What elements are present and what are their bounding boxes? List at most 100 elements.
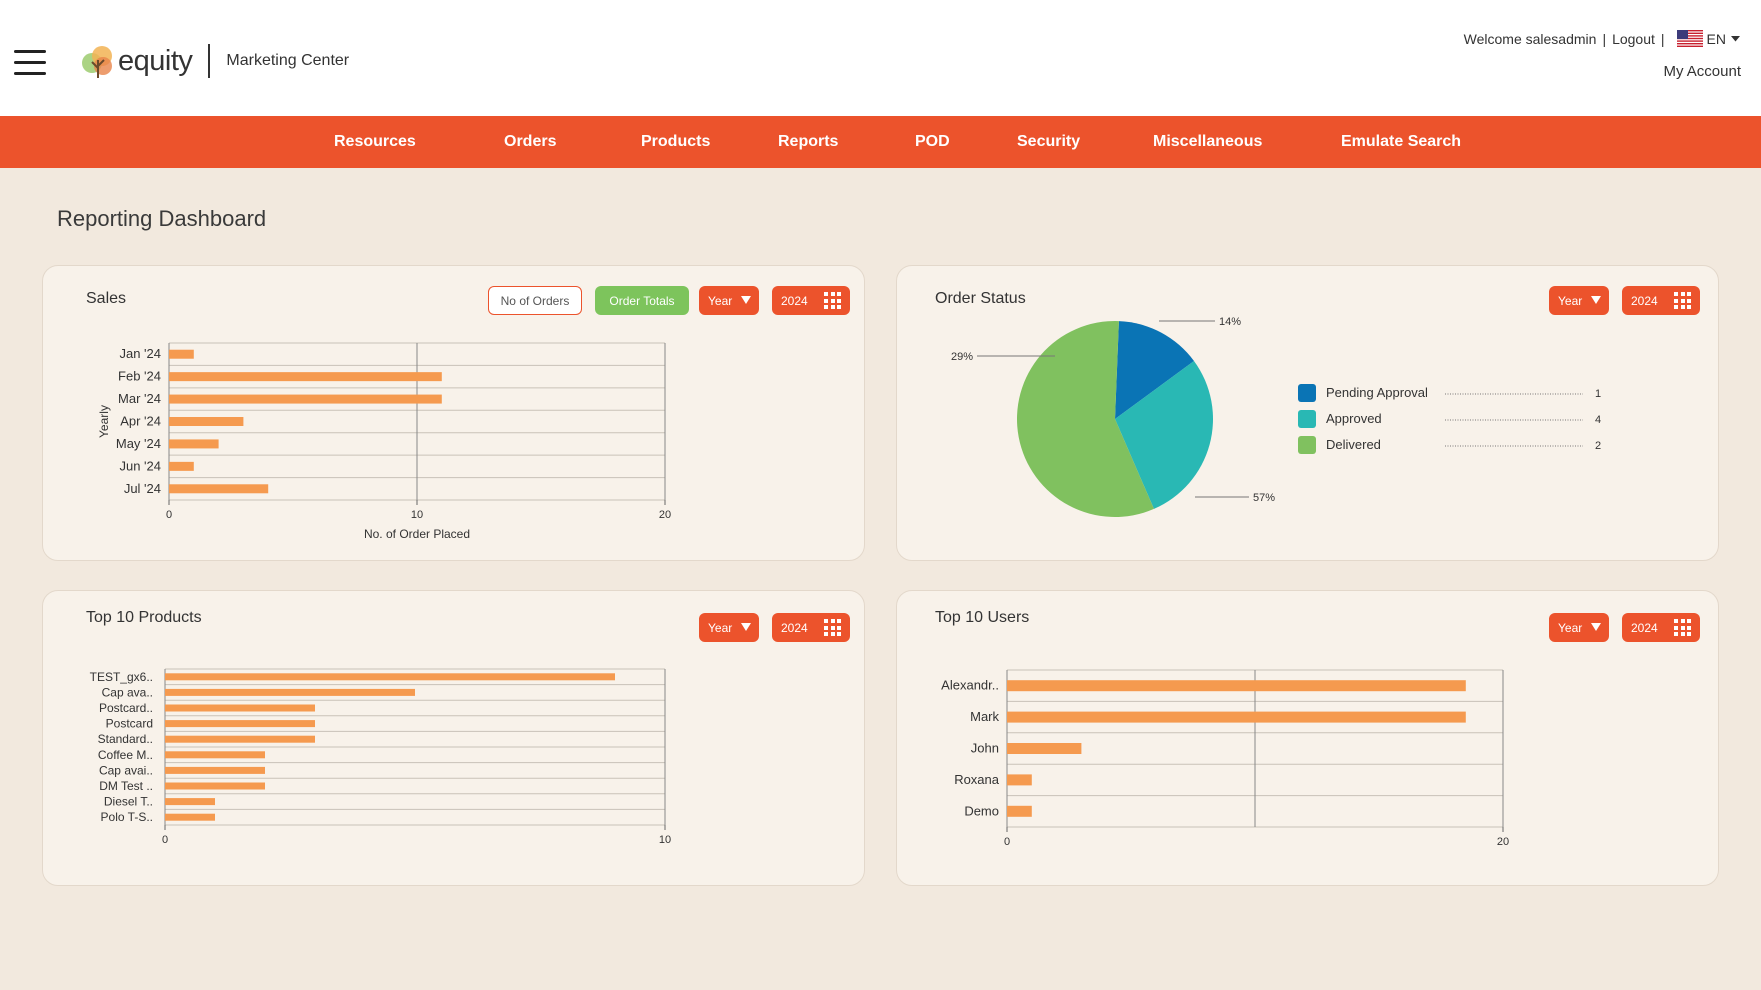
x-tick-label: 10 (411, 509, 423, 521)
x-tick-label: 0 (162, 834, 168, 846)
nav-item-reports[interactable]: Reports (778, 133, 839, 150)
caret-down-icon (1591, 296, 1601, 304)
logo[interactable]: equity Marketing Center (80, 42, 349, 80)
my-account-link[interactable]: My Account (1663, 63, 1741, 80)
bar (169, 394, 442, 404)
sales-bar-chart: 0 10 20 Jan '24 Feb '24 Mar '24 Apr '24 May '24… (97, 342, 671, 541)
bar (165, 813, 215, 821)
page-title: Reporting Dashboard (57, 206, 267, 231)
category-label: May '24 (116, 436, 161, 451)
caret-down-icon (741, 623, 751, 631)
menu-icon[interactable] (14, 50, 46, 76)
top-products-card: Top 10 Products Year 2024 0 10 TEST_gx6.. C… (42, 590, 865, 886)
chevron-down-icon (1731, 35, 1740, 41)
legend-label: Approved (1326, 411, 1382, 426)
bar (169, 439, 219, 449)
year-select[interactable]: 2024 (1622, 613, 1700, 642)
bar (169, 349, 194, 359)
year-select[interactable]: 2024 (1622, 286, 1700, 315)
category-label: Diesel T.. (104, 795, 153, 809)
category-label: Jan '24 (119, 346, 161, 361)
grid-icon (1674, 619, 1691, 636)
language-selector[interactable]: EN (1671, 30, 1741, 47)
card-title: Top 10 Users (935, 609, 1030, 626)
category-label: Postcard.. (99, 701, 153, 715)
x-tick-label: 0 (1004, 836, 1010, 848)
x-tick-label: 20 (659, 509, 671, 521)
separator: | (1660, 30, 1665, 47)
bar (165, 751, 265, 759)
bar (1007, 680, 1466, 692)
percent-label: 29% (951, 351, 973, 363)
tree-logo-icon (82, 46, 112, 78)
pie-slice (1115, 321, 1195, 419)
category-label: DM Test .. (99, 779, 153, 793)
card-title: Sales (86, 290, 127, 307)
pie-slice (1115, 361, 1213, 509)
logo-subtitle: Marketing Center (226, 52, 350, 69)
card-title: Top 10 Products (86, 609, 202, 626)
period-select[interactable]: Year (699, 613, 759, 642)
year-select[interactable]: 2024 (772, 286, 850, 315)
period-select[interactable]: Year (1549, 613, 1609, 642)
percent-label: 14% (1219, 316, 1241, 328)
bar (165, 673, 615, 681)
period-value: Year (1558, 620, 1583, 635)
category-label: Jul '24 (124, 481, 161, 496)
year-value: 2024 (781, 293, 808, 308)
logout-link[interactable]: Logout (1612, 30, 1655, 47)
nav-item-orders[interactable]: Orders (504, 133, 557, 150)
top-products-bar-chart: 0 10 TEST_gx6..Cap ava.. Postcard.. Postcard… (90, 668, 671, 846)
bar (169, 484, 269, 494)
nav-item-emulate-search[interactable]: Emulate Search (1341, 133, 1462, 150)
nav-item-products[interactable]: Products (641, 133, 711, 150)
sales-card: Sales No of Orders Order Totals Year 202… (42, 265, 865, 561)
bar (165, 704, 315, 712)
logo-divider (208, 44, 211, 78)
order-totals-button[interactable]: Order Totals (595, 286, 689, 315)
year-value: 2024 (1631, 620, 1658, 635)
legend-swatch (1298, 410, 1316, 428)
bar (1007, 711, 1466, 723)
welcome-text: Welcome salesadmin (1463, 30, 1597, 47)
user-area: Welcome salesadmin | Logout | EN (1464, 30, 1741, 80)
legend-value: 4 (1595, 414, 1601, 426)
bar (165, 720, 315, 728)
legend-swatch (1298, 436, 1316, 454)
top-users-bar-chart: 0 20 Alexandr.. Mark John Roxana Demo (941, 669, 1509, 848)
category-label: Postcard (106, 717, 153, 731)
bar (165, 735, 315, 743)
year-select[interactable]: 2024 (772, 613, 850, 642)
bar (165, 766, 265, 774)
nav-item-pod[interactable]: POD (915, 133, 950, 150)
x-tick-label: 0 (166, 509, 172, 521)
y-axis-label: Yearly (97, 405, 111, 438)
legend-label: Pending Approval (1326, 385, 1428, 400)
header: equity Marketing Center Welcome salesadm… (0, 0, 1761, 116)
grid-icon (1674, 292, 1691, 309)
period-value: Year (708, 293, 733, 308)
category-label: Feb '24 (118, 369, 161, 384)
category-label: Jun '24 (119, 458, 161, 473)
bar (165, 688, 415, 696)
separator: | (1602, 30, 1607, 47)
period-select[interactable]: Year (699, 286, 759, 315)
top-users-card: Top 10 Users Year 2024 0 20 Alexandr.. Mark… (896, 590, 1719, 886)
category-label: Mark (970, 709, 999, 724)
x-tick-label: 10 (659, 834, 671, 846)
logo-text: equity (118, 44, 193, 77)
order-status-card: Order Status Year 2024 14% 29% 57% Pending … (896, 265, 1719, 561)
no-of-orders-button[interactable]: No of Orders (488, 286, 582, 315)
category-label: Cap ava.. (102, 685, 153, 699)
category-label: Apr '24 (120, 414, 161, 429)
category-label: Mar '24 (118, 391, 161, 406)
legend-value: 2 (1595, 440, 1601, 452)
nav-item-resources[interactable]: Resources (334, 133, 416, 150)
period-select[interactable]: Year (1549, 286, 1609, 315)
category-label: TEST_gx6.. (90, 670, 153, 684)
percent-label: 57% (1253, 492, 1275, 504)
caret-down-icon (1591, 623, 1601, 631)
nav-item-miscellaneous[interactable]: Miscellaneous (1153, 133, 1263, 150)
nav-item-security[interactable]: Security (1017, 133, 1081, 150)
grid-icon (824, 292, 841, 309)
